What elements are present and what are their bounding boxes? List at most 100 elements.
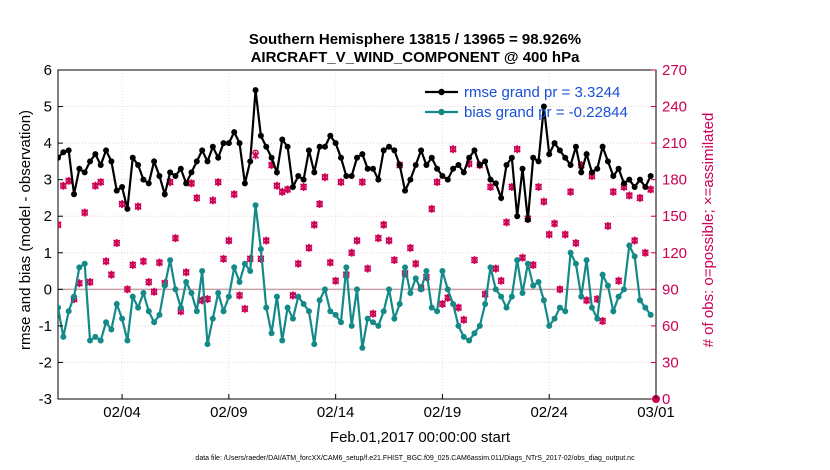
rmse-point <box>487 176 494 183</box>
bias-point <box>161 282 168 289</box>
obs-assimilated-marker <box>134 202 142 211</box>
bias-point <box>460 333 467 340</box>
rmse-point <box>263 143 270 150</box>
rmse-point <box>65 147 72 154</box>
rmse-point <box>492 180 499 187</box>
bias-point <box>103 319 110 326</box>
bias-point <box>476 322 483 329</box>
bias-point <box>610 308 617 315</box>
bias-point <box>455 322 462 329</box>
bias-point <box>220 308 227 315</box>
tick-label-left: -1 <box>39 318 52 335</box>
obs-assimilated-marker <box>412 259 420 268</box>
bias-point <box>129 293 136 300</box>
obs-assimilated-marker <box>641 248 649 257</box>
bias-point <box>263 304 270 311</box>
rmse-point <box>519 165 526 172</box>
tick-label-left: 4 <box>44 135 52 152</box>
bias-point <box>140 289 147 296</box>
rmse-point <box>129 154 136 161</box>
obs-assimilated-marker <box>86 278 94 287</box>
obs-assimilated-marker <box>235 291 244 300</box>
bias-point <box>615 293 622 300</box>
y-right-axis-label: # of obs: o=possible; ×=assimilated <box>700 113 717 348</box>
bias-point <box>316 297 323 304</box>
obs-assimilated-marker <box>58 220 62 229</box>
bias-point <box>252 202 259 209</box>
obs-assimilated-marker <box>310 220 318 229</box>
rmse-point <box>247 158 254 165</box>
rmse-point <box>370 165 377 172</box>
rmse-point <box>273 169 280 176</box>
rmse-point <box>321 143 328 150</box>
obs-assimilated-marker <box>214 178 222 187</box>
tick-label-right: 0 <box>662 391 670 408</box>
rmse-point <box>524 216 531 223</box>
obs-assimilated-marker <box>385 236 393 245</box>
bias-point <box>572 260 579 267</box>
rmse-point <box>231 129 238 136</box>
bias-point <box>466 337 473 344</box>
bias-point <box>151 319 158 326</box>
bias-point <box>113 300 120 307</box>
legend-marker <box>438 108 445 116</box>
obs-assimilated-marker <box>332 276 340 285</box>
rmse-point <box>546 151 553 158</box>
rmse-point <box>471 147 478 154</box>
obs-assimilated-marker <box>572 239 580 248</box>
right-axis-ticks: 0 30 60 90 120 150 180 210 240 270 <box>651 62 687 408</box>
bias-point <box>530 282 537 289</box>
bias-point <box>337 319 344 326</box>
obs-assimilated-marker <box>433 178 441 187</box>
bias-point <box>482 300 489 307</box>
bias-point <box>492 286 499 293</box>
obs-assimilated-marker <box>241 304 249 313</box>
bias-point <box>412 275 419 282</box>
bias-point <box>375 322 382 329</box>
rmse-point <box>503 162 510 169</box>
rmse-point <box>620 180 627 187</box>
bias-point <box>578 293 585 300</box>
obs-assimilated-marker <box>631 236 639 245</box>
tick-label-left: 2 <box>44 208 52 225</box>
bias-point <box>172 286 179 293</box>
rmse-point <box>402 187 409 194</box>
bias-point <box>231 264 238 271</box>
rmse-point <box>316 143 323 150</box>
obs-assimilated-marker <box>604 221 612 230</box>
obs-assimilated-marker <box>81 208 89 217</box>
bias-point <box>321 286 328 293</box>
tick-label-left: 5 <box>44 99 52 116</box>
chart-title: Southern Hemisphere 13815 / 13965 = 98.9… <box>249 31 581 48</box>
bias-point <box>604 282 611 289</box>
bias-point <box>599 271 606 278</box>
bias-point <box>247 268 254 275</box>
rmse-point <box>386 143 393 150</box>
tick-label-x: 02/04 <box>103 404 141 421</box>
rmse-point <box>466 154 473 161</box>
rmse-point <box>103 147 110 154</box>
bias-point <box>71 293 78 300</box>
bias-point <box>58 304 61 311</box>
bias-point <box>562 308 569 315</box>
rmse-point <box>145 180 152 187</box>
bias-point <box>145 308 152 315</box>
rmse-point <box>482 158 489 165</box>
rmse-point <box>257 132 264 139</box>
bias-point <box>503 304 510 311</box>
bias-point <box>199 268 206 275</box>
bias-point <box>514 257 521 264</box>
rmse-point <box>583 151 590 158</box>
obs-assimilated-marker <box>129 260 137 269</box>
rmse-point <box>172 173 179 180</box>
rmse-point <box>268 154 275 161</box>
bias-point <box>636 297 643 304</box>
x-axis-ticks: 02/04 02/09 02/14 02/19 02/24 03/01 <box>103 394 675 421</box>
rmse-point <box>305 147 312 154</box>
bias-point <box>535 279 542 286</box>
obs-assimilated-marker <box>193 193 201 202</box>
bias-point <box>364 315 371 322</box>
rmse-point <box>151 158 158 165</box>
tick-label-left: -3 <box>39 391 52 408</box>
bias-point <box>540 297 547 304</box>
